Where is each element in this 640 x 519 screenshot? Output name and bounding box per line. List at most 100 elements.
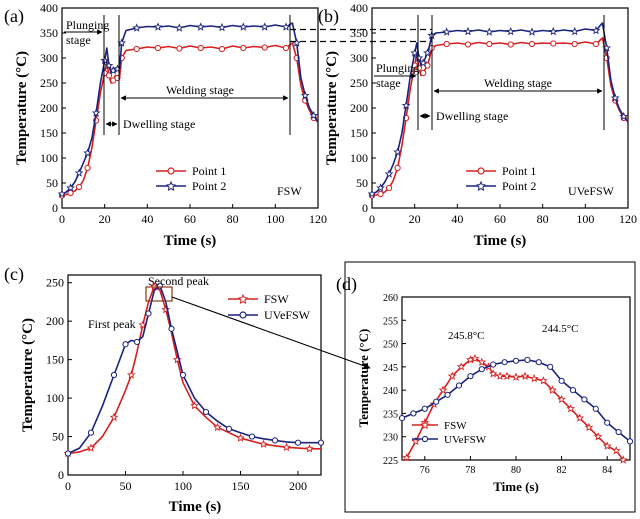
panel-d-ylabel: Temperature (°C) xyxy=(356,329,371,428)
y-tick-label: 250 xyxy=(383,340,398,351)
panel-d: (d) 76 78 80 82 84 225 230 235 240 245 250 255 260 T… xyxy=(336,261,636,513)
data-point xyxy=(225,425,233,432)
panel-d-ticks: 76 78 80 82 84 225 230 235 240 245 250 255 260 xyxy=(383,293,612,476)
panel-d-outer-box xyxy=(344,261,636,513)
x-tick-label: 82 xyxy=(557,465,567,476)
data-point xyxy=(305,444,314,453)
data-point xyxy=(593,432,603,441)
data-point xyxy=(385,184,393,192)
x-tick-label: 100 xyxy=(266,212,284,226)
y-tick-label: 200 xyxy=(350,101,368,115)
panel-b-legend-label-2: Point 2 xyxy=(502,179,536,193)
x-tick-label: 76 xyxy=(420,465,430,476)
data-point xyxy=(281,22,291,31)
x-tick-label: 100 xyxy=(174,479,192,493)
panel-c-legend-marker-2 xyxy=(239,311,247,319)
panel-a-frame xyxy=(61,7,319,209)
data-point xyxy=(161,304,171,314)
data-point xyxy=(550,40,557,47)
panel-d-legend-marker-1 xyxy=(420,420,430,430)
panel-a-xlabel: Time (s) xyxy=(164,233,217,249)
data-point xyxy=(442,27,452,36)
data-point xyxy=(174,23,184,32)
panel-a-welding-label: Welding stage xyxy=(166,83,234,97)
data-point xyxy=(626,438,634,445)
data-point xyxy=(484,27,494,36)
data-point xyxy=(618,455,628,464)
y-tick-label: 240 xyxy=(383,386,398,397)
data-point xyxy=(421,405,428,412)
x-tick-label: 120 xyxy=(309,212,327,226)
panel-c-legend-marker-1 xyxy=(237,293,249,304)
data-point xyxy=(512,357,520,364)
y-tick-label: 245 xyxy=(383,363,398,374)
data-point xyxy=(438,385,448,394)
panel-d-legend: FSW UVeFSW xyxy=(412,420,487,446)
data-point xyxy=(271,437,279,444)
y-tick-label: 250 xyxy=(46,276,64,290)
data-point xyxy=(490,361,497,368)
x-tick-label: 200 xyxy=(289,479,307,493)
data-point xyxy=(411,436,421,446)
panel-a-series xyxy=(57,22,319,199)
panel-b-xlabel: Time (s) xyxy=(474,233,527,249)
panel-a-ylabel: Temperature (°C) xyxy=(14,51,30,165)
data-point xyxy=(394,164,401,172)
data-point xyxy=(376,183,385,192)
panel-b-label: (b) xyxy=(318,6,339,27)
y-tick-label: 100 xyxy=(46,391,64,405)
data-point xyxy=(570,26,580,36)
data-point xyxy=(236,433,245,442)
panel-b-legend-marker-2 xyxy=(475,180,487,191)
data-point xyxy=(592,405,599,412)
data-point xyxy=(190,401,199,410)
y-tick-label: 200 xyxy=(46,314,64,328)
panel-a-ticks: 0 20 40 60 80 100 120 0 50 100 150 200 250 300 350 400 xyxy=(40,1,327,226)
data-point xyxy=(547,363,554,370)
data-point xyxy=(168,325,175,332)
panel-c-series xyxy=(63,281,325,458)
panel-b-condition-label: UVeFSW xyxy=(568,184,615,198)
data-point xyxy=(292,38,302,47)
panel-c-xlabel: Time (s) xyxy=(169,499,222,515)
data-point xyxy=(478,366,485,373)
data-point xyxy=(202,408,210,416)
data-point xyxy=(410,410,417,417)
panel-b-dwelling-label: Dwelling stage xyxy=(436,109,508,123)
panel-c-legend-label-1: FSW xyxy=(264,292,289,306)
y-tick-label: 50 xyxy=(356,176,368,190)
data-point xyxy=(110,371,118,379)
data-point xyxy=(217,22,227,32)
data-point xyxy=(100,55,110,65)
data-point xyxy=(122,341,129,348)
data-point xyxy=(520,371,530,380)
panel-b-ylabel: Temperature (°C) xyxy=(324,51,340,165)
data-point xyxy=(402,453,411,462)
y-tick-label: 300 xyxy=(40,51,58,65)
data-point xyxy=(470,353,480,363)
x-tick-label: 60 xyxy=(184,212,196,226)
x-tick-label: 80 xyxy=(227,212,239,226)
x-tick-label: 0 xyxy=(65,479,71,493)
x-tick-label: 78 xyxy=(465,465,475,476)
data-point xyxy=(528,40,536,48)
data-point xyxy=(261,44,268,51)
data-point xyxy=(248,433,256,440)
x-tick-label: 80 xyxy=(511,465,521,476)
data-point xyxy=(126,370,136,379)
panel-d-peak-fsw-label: 245.8°C xyxy=(448,330,485,342)
panel-a-dwelling-label: Dwelling stage xyxy=(123,117,195,131)
data-point xyxy=(602,441,612,450)
panel-c-second-peak-label: Second peak xyxy=(148,274,209,288)
x-tick-label: 100 xyxy=(576,212,594,226)
data-point xyxy=(179,371,187,379)
data-point xyxy=(398,414,406,422)
data-point xyxy=(488,369,498,378)
panel-d-series xyxy=(398,353,634,464)
panel-b-plunging-label: Plunging xyxy=(376,61,419,75)
data-point xyxy=(486,40,493,48)
data-point xyxy=(592,40,600,48)
data-point xyxy=(502,371,512,380)
data-point xyxy=(557,394,566,404)
